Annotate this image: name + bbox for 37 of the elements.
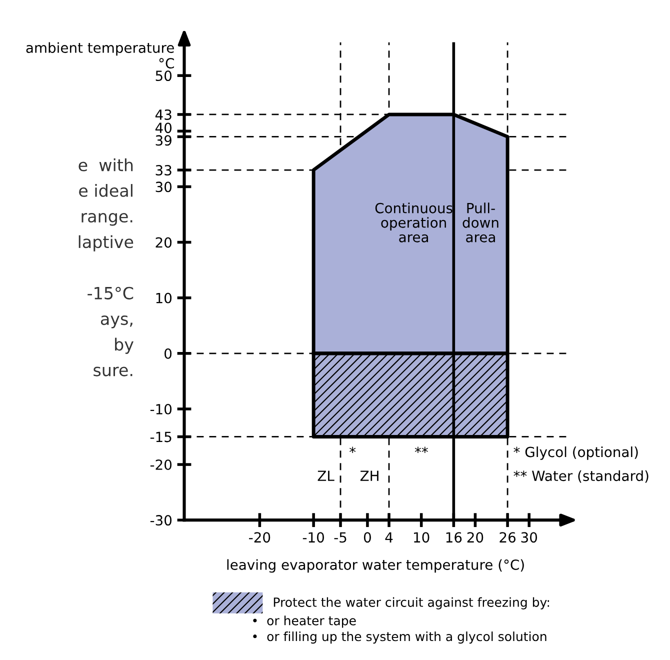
x-tick-label: 30: [521, 532, 538, 543]
annotation: * Glycol (optional): [514, 446, 638, 460]
y-tick-label: -15: [150, 432, 172, 442]
annotation: **: [414, 446, 428, 454]
y-tick-label: 39: [156, 135, 172, 146]
y-axis-title: ambient temperature °C: [26, 42, 174, 69]
x-tick-label: 20: [467, 532, 484, 543]
x-tick-label: 26: [500, 532, 516, 543]
x-tick-label: -5: [334, 532, 346, 543]
y-tick-label: 0: [164, 348, 172, 359]
x-axis-title: leaving evaporator water temperature (°C): [227, 559, 524, 573]
text: • or heater tape: [253, 616, 356, 628]
y-tick-label: 43: [155, 109, 172, 120]
y-tick-label: 40: [155, 122, 172, 134]
x-tick-label: -10: [302, 532, 324, 543]
x-tick-label: 4: [385, 532, 393, 542]
annotation: Pull- down area: [462, 202, 498, 242]
annotation: Continuous operation area: [375, 202, 452, 242]
y-tick-label: 20: [156, 237, 172, 248]
y-tick-label: -20: [150, 459, 172, 470]
y-tick-label: -30: [150, 515, 172, 526]
y-tick-label: 50: [156, 70, 172, 82]
annotation: *: [350, 446, 356, 454]
x-tick-label: 0: [364, 532, 371, 543]
y-tick-label: -10: [150, 404, 172, 414]
y-tick-label: 33: [156, 165, 172, 176]
annotation: ** Water (standard): [514, 470, 648, 483]
legend-label: Protect the water circuit against freezing by:: [274, 597, 549, 610]
x-tick-label: 10: [414, 532, 430, 543]
text: • or filling up the system with a glycol solution: [253, 632, 546, 644]
x-tick-label: -20: [249, 532, 270, 543]
y-tick-label: 10: [156, 292, 172, 304]
annotation: ZH: [360, 470, 378, 481]
annotation: ZL: [318, 470, 334, 481]
x-tick-label: 16: [446, 532, 462, 543]
text: e with e ideal range. laptive -15°C ays, by sure.: [78, 158, 134, 376]
y-tick-label: 30: [156, 182, 172, 192]
